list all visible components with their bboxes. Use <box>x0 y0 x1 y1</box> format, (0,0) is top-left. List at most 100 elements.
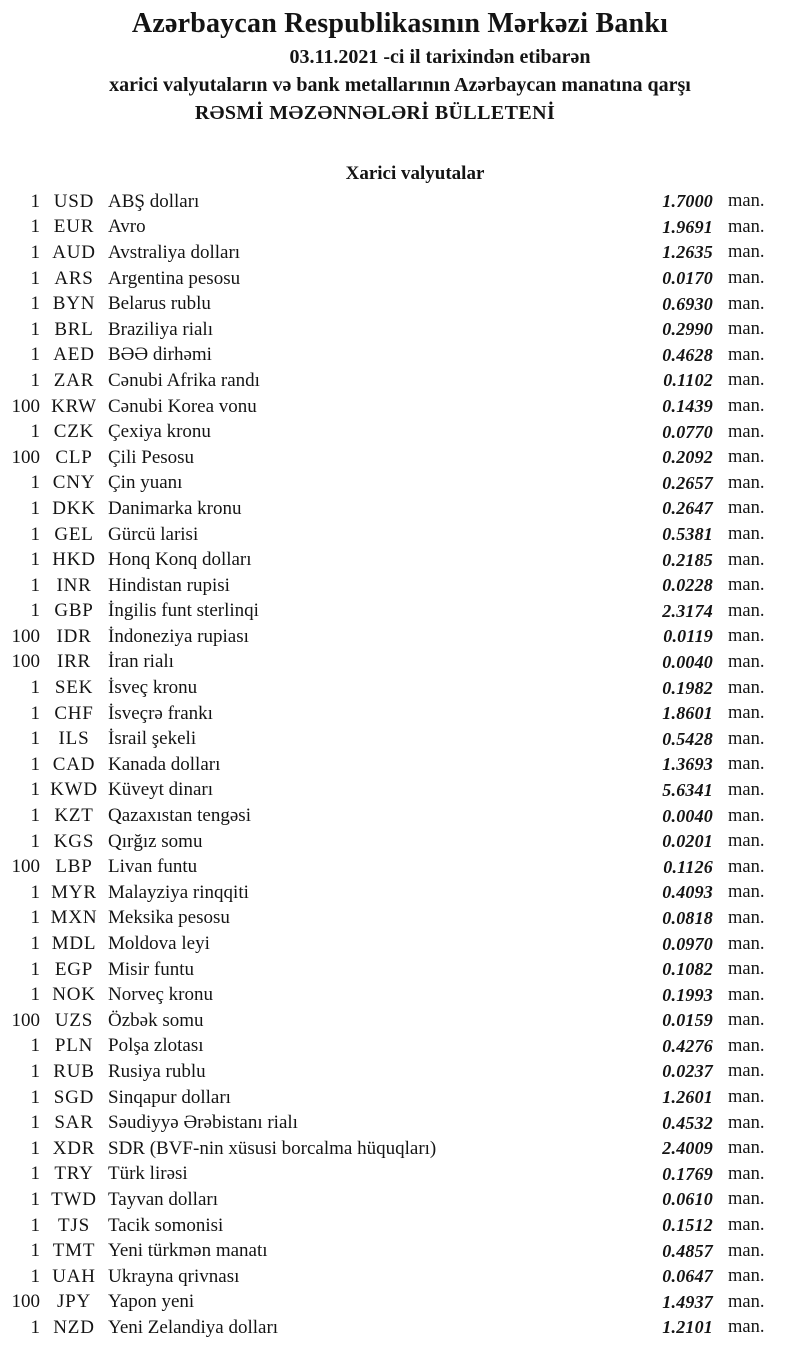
name-cell: Kanada dolları <box>108 753 221 775</box>
quantity-cell: 100 <box>11 856 41 878</box>
unit-cell: man. <box>728 344 765 365</box>
unit-cell: man. <box>728 216 765 237</box>
code-cell: MXN <box>50 907 98 929</box>
quantity-cell: 1 <box>30 677 41 699</box>
name-cell: İsveçrə frankı <box>108 702 213 724</box>
unit-cell: man. <box>728 421 765 442</box>
table-row: 1 EUR Avro 1.9691 man. <box>0 215 770 241</box>
code-cell: NOK <box>52 984 96 1006</box>
quantity-cell: 100 <box>11 651 41 673</box>
quantity-cell: 1 <box>30 779 41 801</box>
name-cell: Cənubi Korea vonu <box>108 395 257 417</box>
rate-cell: 0.0970 <box>662 933 713 954</box>
name-cell: Moldova leyi <box>108 933 210 955</box>
table-row: 100 JPY Yapon yeni 1.4937 man. <box>0 1290 770 1316</box>
quantity-cell: 1 <box>30 549 41 571</box>
name-cell: Norveç kronu <box>108 984 213 1006</box>
table-row: 100 LBP Livan funtu 0.1126 man. <box>0 854 770 880</box>
unit-cell: man. <box>728 959 765 980</box>
table-row: 1 EGP Misir funtu 0.1082 man. <box>0 957 770 983</box>
unit-cell: man. <box>728 754 765 775</box>
name-cell: Gürcü larisi <box>108 523 199 545</box>
table-row: 1 KWD Küveyt dinarı 5.6341 man. <box>0 778 770 804</box>
name-cell: Polşa zlotası <box>108 1035 204 1057</box>
table-row: 1 SAR Səudiyyə Ərəbistanı rialı 0.4532 m… <box>0 1110 770 1136</box>
name-cell: BƏƏ dirhəmi <box>108 344 212 366</box>
name-cell: Misir funtu <box>108 958 195 980</box>
quantity-cell: 100 <box>11 446 41 468</box>
date-line: 03.11.2021 -ci il tarixindən etibarən <box>289 46 591 68</box>
rate-cell: 0.0201 <box>662 831 713 852</box>
rate-cell: 0.2185 <box>662 549 713 570</box>
name-cell: Çili Pesosu <box>108 446 195 468</box>
quantity-cell: 1 <box>30 241 41 263</box>
unit-cell: man. <box>728 651 765 672</box>
code-cell: UZS <box>54 1009 94 1031</box>
name-cell: Çexiya kronu <box>108 421 211 443</box>
rate-cell: 0.1126 <box>663 856 713 877</box>
code-cell: INR <box>56 574 92 596</box>
quantity-cell: 1 <box>30 1265 41 1287</box>
name-cell: SDR (BVF-nin xüsusi borcalma hüquqları) <box>108 1137 437 1159</box>
rate-cell: 0.0647 <box>662 1266 713 1287</box>
code-cell: TWD <box>51 1188 97 1210</box>
code-cell: SGD <box>53 1086 95 1108</box>
table-row: 1 TWD Tayvan dolları 0.0610 man. <box>0 1187 770 1213</box>
unit-cell: man. <box>728 1266 765 1287</box>
table-row: 1 BRL Braziliya rialı 0.2990 man. <box>0 317 770 343</box>
quantity-cell: 1 <box>30 318 41 340</box>
unit-cell: man. <box>728 1138 765 1159</box>
rate-cell: 0.0159 <box>662 1010 713 1031</box>
code-cell: USD <box>53 190 95 212</box>
code-cell: GEL <box>54 523 94 545</box>
unit-cell: man. <box>728 1112 765 1133</box>
quantity-cell: 1 <box>30 933 41 955</box>
quantity-cell: 1 <box>30 1035 41 1057</box>
unit-cell: man. <box>728 447 765 468</box>
name-cell: Argentina pesosu <box>108 267 241 289</box>
table-row: 1 KGS Qırğız somu 0.0201 man. <box>0 829 770 855</box>
code-cell: IDR <box>56 625 92 647</box>
quantity-cell: 1 <box>30 830 41 852</box>
name-cell: Qazaxıstan tengəsi <box>108 805 251 827</box>
rate-cell: 0.0237 <box>662 1061 713 1082</box>
quantity-cell: 1 <box>30 1316 41 1338</box>
code-cell: NZD <box>53 1316 95 1338</box>
name-cell: Avstraliya dolları <box>108 241 241 263</box>
quantity-cell: 1 <box>30 523 41 545</box>
table-row: 1 KZT Qazaxıstan tengəsi 0.0040 man. <box>0 803 770 829</box>
code-cell: DKK <box>52 497 96 519</box>
name-cell: Avro <box>108 216 146 238</box>
unit-cell: man. <box>728 805 765 826</box>
quantity-cell: 1 <box>30 190 41 212</box>
code-cell: BRL <box>54 318 94 340</box>
code-cell: EGP <box>54 958 94 980</box>
table-row: 1 AED BƏƏ dirhəmi 0.4628 man. <box>0 343 770 369</box>
rate-cell: 0.0040 <box>662 805 713 826</box>
rate-cell: 0.1082 <box>662 959 713 980</box>
table-row: 1 HKD Honq Konq dolları 0.2185 man. <box>0 547 770 573</box>
table-row: 1 MYR Malayziya rinqqiti 0.4093 man. <box>0 880 770 906</box>
unit-cell: man. <box>728 856 765 877</box>
name-cell: İsrail şekeli <box>108 728 197 750</box>
unit-cell: man. <box>728 498 765 519</box>
table-row: 1 CAD Kanada dolları 1.3693 man. <box>0 752 770 778</box>
code-cell: MDL <box>51 933 97 955</box>
table-row: 1 UAH Ukrayna qrivnası 0.0647 man. <box>0 1264 770 1290</box>
unit-cell: man. <box>728 1163 765 1184</box>
quantity-cell: 1 <box>30 216 41 238</box>
name-cell: Tacik somonisi <box>108 1214 224 1236</box>
code-cell: GBP <box>54 600 94 622</box>
quantity-cell: 1 <box>30 728 41 750</box>
name-cell: Belarus rublu <box>108 293 211 315</box>
name-cell: Türk lirəsi <box>108 1163 188 1185</box>
quantity-cell: 1 <box>30 881 41 903</box>
name-cell: Braziliya rialı <box>108 318 213 340</box>
name-cell: Hindistan rupisi <box>108 574 230 596</box>
unit-cell: man. <box>728 1035 765 1056</box>
unit-cell: man. <box>728 524 765 545</box>
unit-cell: man. <box>728 626 765 647</box>
quantity-cell: 100 <box>11 625 41 647</box>
table-row: 1 ILS İsrail şekeli 0.5428 man. <box>0 726 770 752</box>
